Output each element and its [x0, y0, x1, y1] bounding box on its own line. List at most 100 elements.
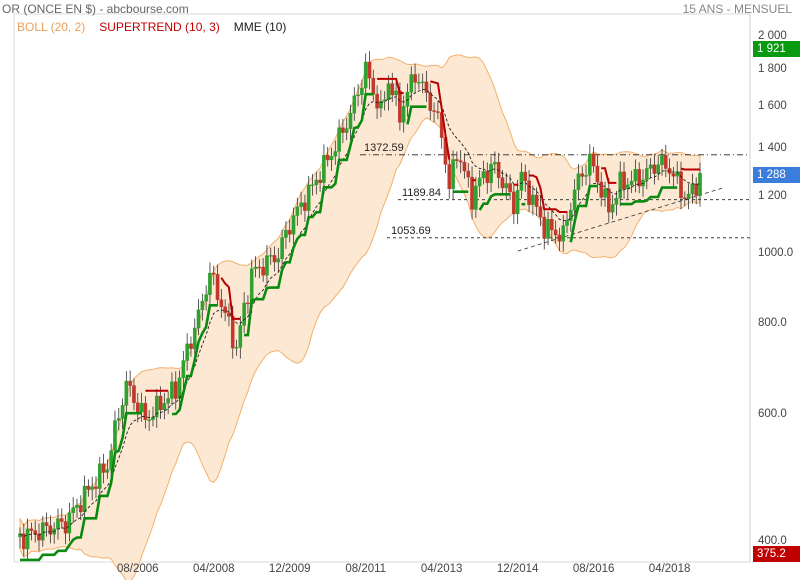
- candle-body: [219, 299, 224, 308]
- candle-body: [413, 74, 417, 83]
- candle-body: [580, 173, 585, 177]
- candle-body: [565, 220, 569, 226]
- candle-body: [192, 327, 197, 349]
- candle-body: [25, 528, 30, 550]
- candle-body: [135, 402, 140, 413]
- candle-body: [344, 128, 349, 133]
- candle-body: [227, 312, 231, 317]
- candle-body: [29, 528, 34, 531]
- period-label[interactable]: 15 ANS - MENSUEL: [682, 2, 792, 16]
- candle-body: [379, 100, 383, 109]
- candle-body: [553, 229, 558, 236]
- candle-body: [591, 153, 596, 167]
- candle-body: [40, 522, 45, 541]
- y-tick-label: 400.0: [758, 534, 787, 547]
- candle-body: [390, 83, 395, 96]
- x-tick-label: 08/2016: [572, 563, 615, 575]
- candle-body: [90, 486, 94, 490]
- candle-body: [470, 176, 474, 210]
- candle-body: [86, 485, 91, 490]
- candle-body: [78, 505, 83, 513]
- candle-body: [21, 533, 26, 550]
- last-price-tag: 1 288: [753, 166, 800, 183]
- supertrend-segment-4: [244, 92, 374, 337]
- candle-body: [424, 81, 429, 93]
- candle-body: [557, 234, 562, 242]
- candle-body: [371, 77, 376, 95]
- candle-body: [493, 161, 497, 165]
- candle-body: [641, 179, 645, 187]
- supertrend-segment-5: [377, 77, 404, 95]
- candle-body: [147, 419, 151, 422]
- x-tick-label: 08/2006: [116, 563, 159, 575]
- candle-body: [633, 169, 638, 182]
- candle-body: [75, 505, 79, 508]
- supertrend-segment-15: [601, 167, 617, 184]
- candle-body: [386, 83, 391, 100]
- candle-body: [322, 154, 326, 183]
- candle-body: [132, 385, 136, 403]
- candle-body: [200, 300, 205, 310]
- candle-body: [325, 154, 330, 161]
- candle-body: [671, 173, 676, 177]
- level-label-mid: 1189.84: [402, 186, 441, 199]
- legend: BOLL (20, 2) SUPERTREND (10, 3) MME (10): [17, 20, 286, 34]
- candle-body: [261, 266, 265, 276]
- candle-body: [656, 164, 661, 174]
- candle-body: [303, 202, 307, 211]
- candle-body: [268, 255, 273, 257]
- candle-body: [519, 171, 524, 191]
- bollinger-band: [19, 54, 701, 580]
- candle-body: [94, 486, 98, 489]
- candle-body: [333, 151, 338, 157]
- candle-body: [360, 87, 364, 96]
- x-tick-label: 04/2018: [648, 563, 691, 575]
- candle-body: [173, 381, 178, 399]
- candle-body: [458, 160, 463, 163]
- y-tick-label: 1 200: [758, 189, 787, 202]
- candle-body: [618, 171, 623, 199]
- candle-body: [97, 463, 102, 489]
- candle-body: [341, 127, 345, 133]
- candle-body: [534, 194, 539, 207]
- candle-body: [694, 183, 699, 196]
- candle-body: [189, 343, 193, 349]
- candle-body: [295, 206, 300, 216]
- candle-body: [504, 183, 509, 189]
- candle-body: [447, 164, 452, 190]
- supertrend-segment-14: [569, 184, 598, 243]
- candle-body: [561, 225, 566, 242]
- candle-body: [489, 163, 493, 184]
- y-tick-label: 600.0: [758, 407, 787, 420]
- candle-body: [234, 347, 239, 349]
- supertrend-segment-13: [529, 174, 567, 213]
- legend-supertrend: SUPERTREND (10, 3): [99, 20, 220, 34]
- candles: [18, 51, 702, 560]
- candle-body: [660, 155, 664, 165]
- candle-body: [363, 61, 368, 89]
- supertrend-segment-0: [20, 411, 142, 562]
- candle-body: [538, 206, 543, 218]
- candle-body: [375, 93, 379, 109]
- candle-body: [451, 159, 455, 190]
- y-tick-label: 800.0: [758, 317, 787, 330]
- candle-body: [398, 90, 402, 123]
- candle-body: [139, 403, 144, 413]
- candle-body: [352, 95, 357, 114]
- candle-body: [645, 168, 649, 180]
- legend-boll: BOLL (20, 2): [17, 20, 86, 34]
- candle-body: [124, 380, 129, 406]
- candle-body: [284, 229, 288, 238]
- candle-body: [310, 184, 315, 186]
- candle-body: [196, 309, 201, 329]
- candle-body: [166, 398, 170, 404]
- x-tick-label: 04/2008: [192, 563, 235, 575]
- candle-body: [629, 180, 634, 186]
- candle-body: [348, 112, 353, 129]
- supertrend-segment-3: [220, 277, 241, 320]
- candle-body: [432, 110, 436, 112]
- candle-body: [37, 533, 41, 541]
- candle-body: [208, 272, 212, 295]
- candle-body: [683, 197, 687, 200]
